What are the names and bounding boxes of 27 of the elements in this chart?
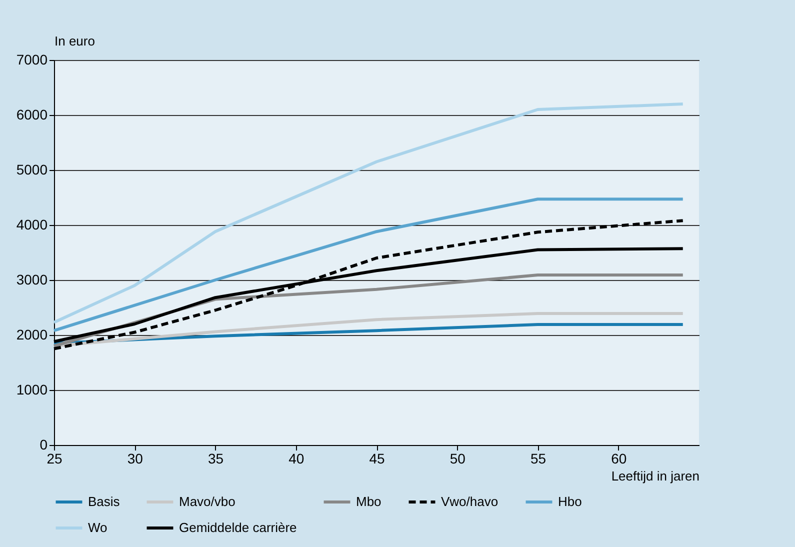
y-tick-label: 3000 xyxy=(16,272,48,288)
y-tick-label: 2000 xyxy=(16,326,48,342)
y-tick-label: 6000 xyxy=(16,106,48,122)
y-axis-title: In euro xyxy=(54,34,95,48)
x-tick-label: 35 xyxy=(208,450,224,466)
x-tick-label: 55 xyxy=(530,450,546,466)
x-tick-label: 60 xyxy=(611,450,627,466)
x-tick-label: 45 xyxy=(369,450,385,466)
legend-label: Wo xyxy=(88,520,108,535)
x-tick-label: 25 xyxy=(46,450,62,466)
x-axis-title: Leeftijd in jaren xyxy=(611,468,700,484)
y-tick-label: 0 xyxy=(40,436,48,452)
y-tick-label: 7000 xyxy=(16,52,48,68)
legend-label: Gemiddelde carrière xyxy=(179,520,297,535)
line-series xyxy=(52,102,684,324)
legend-label: Hbo xyxy=(558,494,582,509)
x-tick-label: 40 xyxy=(288,450,304,466)
legend-label: Vwo/havo xyxy=(441,494,498,509)
line-series xyxy=(52,198,684,332)
x-tick-label: 30 xyxy=(127,450,144,466)
legend-label: Mavo/vbo xyxy=(179,494,236,509)
y-tick-label: 5000 xyxy=(16,162,48,178)
legend-label: Basis xyxy=(88,494,120,509)
y-tick-label: 1000 xyxy=(16,382,48,398)
x-tick-label: 50 xyxy=(450,450,466,466)
legend-label: Mbo xyxy=(356,494,382,509)
y-tick-label: 4000 xyxy=(16,216,48,232)
